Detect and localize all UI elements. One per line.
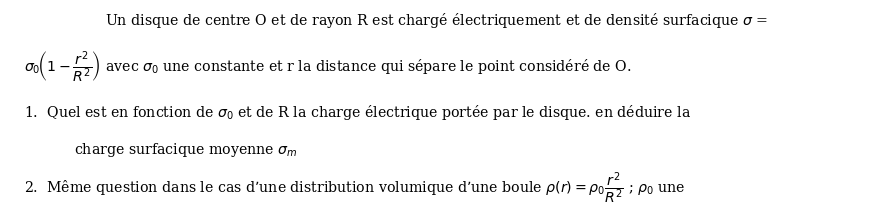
Text: Un disque de centre O et de rayon R est chargé électriquement et de densité surf: Un disque de centre O et de rayon R est … [105,11,768,30]
Text: $\sigma_0\!\left(1 - \dfrac{r^2}{R^2}\right)$ avec $\sigma_0$ une constante et r: $\sigma_0\!\left(1 - \dfrac{r^2}{R^2}\ri… [24,49,632,85]
Text: 2.  Même question dans le cas d’une distribution volumique d’une boule $\rho(r) : 2. Même question dans le cas d’une distr… [24,170,686,206]
Text: charge surfacique moyenne $\sigma_m$: charge surfacique moyenne $\sigma_m$ [74,141,298,159]
Text: 1.  Quel est en fonction de $\sigma_0$ et de R la charge électrique portée par l: 1. Quel est en fonction de $\sigma_0$ et… [24,103,691,122]
